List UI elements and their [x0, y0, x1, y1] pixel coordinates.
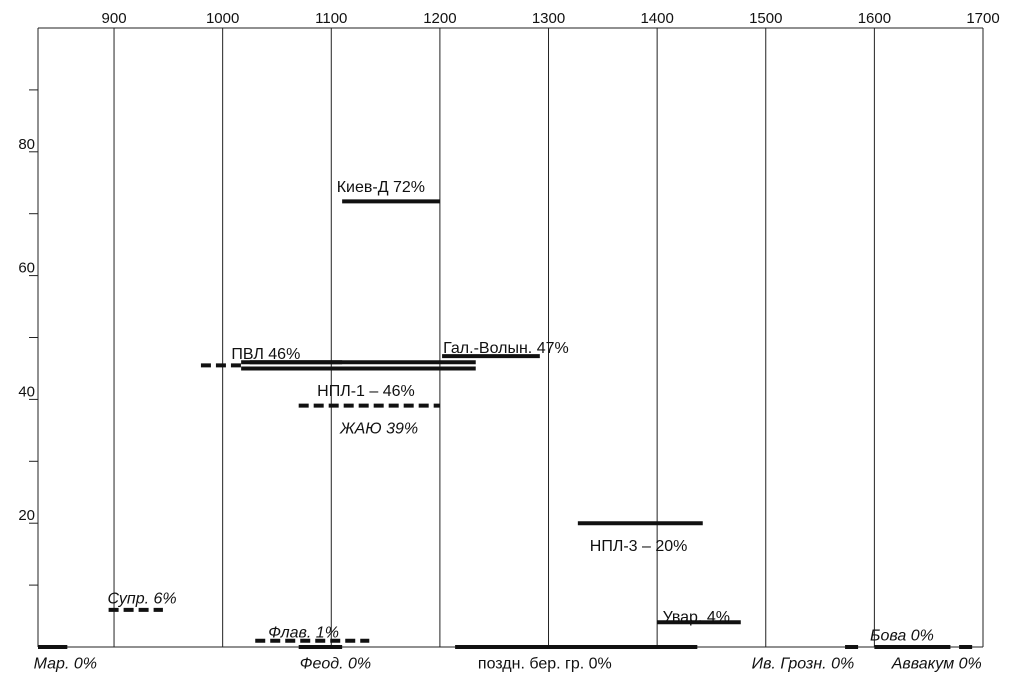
bar-label-8: Супр. 6% — [108, 590, 177, 607]
x-tick-labels: 900 1000 1100 1200 1300 1400 1500 1600 1700 — [102, 10, 1000, 27]
bar-label-10: Увар. 4% — [663, 609, 730, 626]
y-ticks: 20 40 60 80 — [18, 89, 38, 586]
bar-label-1: ПВЛ 46% — [231, 346, 300, 363]
bar-label-5: Гал.-Волын. 47% — [443, 340, 569, 357]
x-tick-label-1300: 1300 — [532, 10, 565, 27]
bar-label-6: ЖАЮ 39% — [339, 420, 418, 437]
y-tick-label-20: 20 — [18, 507, 35, 524]
y-tick-label-80: 80 — [18, 136, 35, 153]
bar-label-4: НПЛ-1 – 46% — [317, 383, 415, 400]
x-tick-label-1400: 1400 — [640, 10, 673, 27]
y-tick-label-60: 60 — [18, 260, 35, 277]
bar-label-0: Киев-Д 72% — [337, 179, 425, 196]
x-tick-label-1600: 1600 — [858, 10, 891, 27]
bar-label-14: Ив. Грозн. 0% — [752, 655, 855, 672]
bar-label-15: Бова 0% — [870, 628, 934, 645]
bar-label-7: НПЛ-3 – 20% — [590, 538, 688, 555]
range-bars — [38, 199, 973, 649]
bar-label-12: Феод. 0% — [300, 655, 371, 672]
x-tick-label-1700: 1700 — [966, 10, 999, 27]
x-tick-label-1500: 1500 — [749, 10, 782, 27]
bar-label-13: поздн. бер. гр. 0% — [478, 655, 612, 672]
y-tick-label-40: 40 — [18, 383, 35, 400]
x-tick-label-900: 900 — [102, 10, 127, 27]
bar-label-16: Аввакум 0% — [891, 655, 982, 672]
bar-label-11: Мар. 0% — [34, 655, 97, 672]
axes — [37, 27, 983, 648]
x-tick-label-1100: 1100 — [315, 10, 347, 27]
x-tick-label-1200: 1200 — [423, 10, 456, 27]
bar-label-9: Флав. 1% — [268, 625, 339, 642]
grid-lines — [113, 28, 984, 647]
bar-labels: Киев-Д 72% ПВЛ 46% НПЛ-1 – 46% Гал.-Волын. … — [34, 179, 982, 673]
x-tick-label-1000: 1000 — [206, 10, 239, 27]
